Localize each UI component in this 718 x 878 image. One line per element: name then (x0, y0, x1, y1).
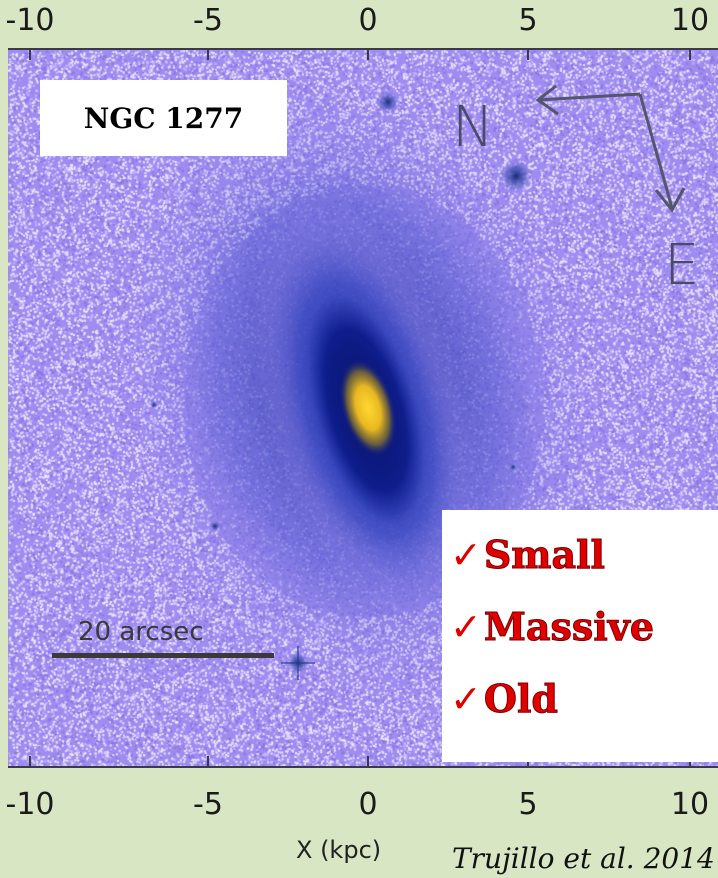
scale-bar (52, 653, 274, 658)
scale-bar-label: 20 arcsec (78, 617, 204, 647)
check-icon: ✓ (450, 605, 482, 649)
bottom-tick-label: 0 (358, 787, 378, 822)
property-label: Old (483, 676, 558, 722)
object-label: NGC 1277 (83, 101, 244, 135)
top-tick-label: 10 (670, 3, 710, 38)
compass-east-label: E (664, 233, 700, 298)
galaxy-core (339, 359, 397, 457)
check-icon: ✓ (450, 533, 482, 577)
star (498, 158, 534, 194)
compass-arrows (535, 84, 686, 213)
property-item: ✓Small (450, 532, 606, 578)
top-tick-label: 0 (358, 3, 378, 38)
top-tick-label: -10 (5, 3, 55, 38)
bottom-tick-label: -10 (5, 787, 55, 822)
bottom-tick-label: 5 (518, 787, 538, 822)
bottom-tick-label: -5 (193, 787, 223, 822)
check-icon: ✓ (450, 677, 482, 721)
x-axis-title: X (kpc) (296, 836, 382, 864)
star (150, 401, 158, 409)
property-label: Massive (483, 604, 655, 650)
bottom-tick-label: 10 (670, 787, 710, 822)
property-label: Small (483, 532, 605, 578)
star (376, 90, 400, 114)
compass-north-label: N (452, 95, 494, 160)
credit-text: Trujillo et al. 2014 (452, 842, 715, 875)
galaxy-image-panel (8, 48, 718, 768)
star (209, 520, 221, 532)
object-label-box: NGC 1277 (40, 80, 287, 156)
top-tick-label: -5 (193, 3, 223, 38)
star (509, 463, 517, 471)
top-tick-label: 5 (518, 3, 538, 38)
properties-box: ✓Small ✓Massive ✓Old (442, 510, 718, 762)
property-item: ✓Massive (450, 604, 655, 650)
property-item: ✓Old (450, 676, 558, 722)
